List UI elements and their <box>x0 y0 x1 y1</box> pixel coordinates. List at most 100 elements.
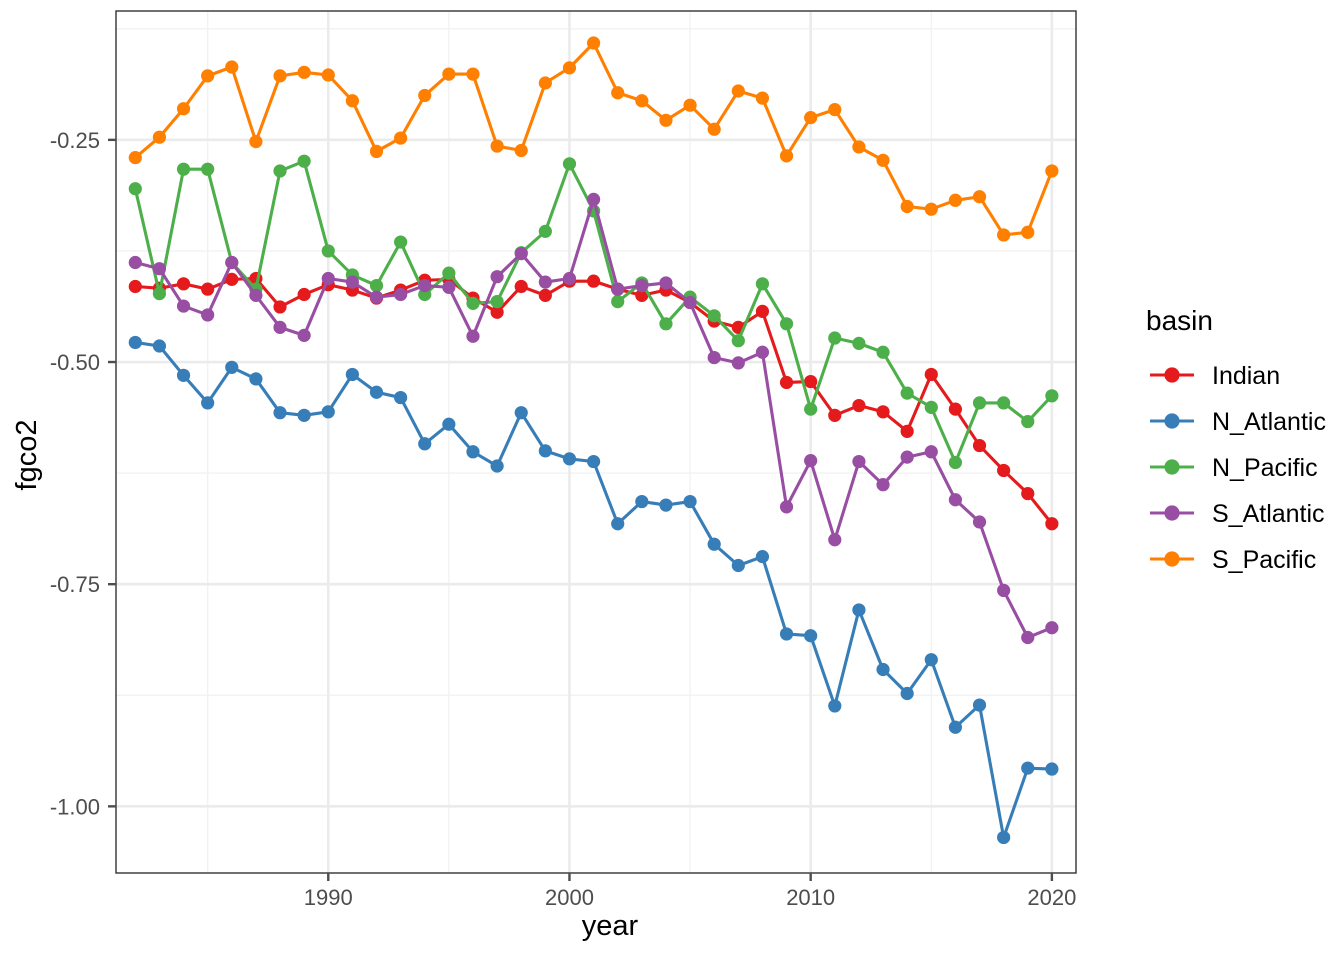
data-point <box>562 271 577 286</box>
data-point <box>273 69 287 83</box>
data-point <box>828 533 842 547</box>
data-point <box>128 335 142 350</box>
data-point <box>1021 630 1035 645</box>
series-n-atlantic <box>128 335 1059 845</box>
data-point <box>297 287 311 302</box>
data-point <box>273 164 287 178</box>
data-point <box>1021 486 1035 501</box>
data-point <box>466 329 480 343</box>
plot-panel <box>115 10 1077 874</box>
data-point <box>948 455 963 470</box>
data-point <box>635 279 649 293</box>
data-point <box>1045 164 1059 178</box>
x-tick-marks <box>327 873 1054 881</box>
major-gridlines <box>116 11 1076 873</box>
data-point <box>176 299 191 313</box>
data-point <box>586 36 601 50</box>
data-point <box>611 517 625 531</box>
data-point <box>1045 517 1059 531</box>
data-point <box>1021 225 1035 239</box>
data-point <box>659 276 673 290</box>
data-point <box>394 235 408 249</box>
data-point <box>201 396 215 410</box>
data-point <box>707 537 721 551</box>
data-point <box>586 454 601 469</box>
legend-item-label: S_Atlantic <box>1212 500 1325 528</box>
data-point <box>249 135 263 149</box>
series-s-pacific <box>128 36 1059 242</box>
data-point <box>972 190 987 204</box>
legend-item-s-pacific[interactable]: S_Pacific <box>1148 539 1338 579</box>
data-point <box>948 402 963 416</box>
data-point <box>876 478 890 492</box>
data-point <box>876 405 890 419</box>
data-point <box>852 140 866 154</box>
data-point <box>369 144 384 159</box>
data-point <box>321 244 335 258</box>
data-point <box>804 374 818 389</box>
data-point <box>152 286 167 301</box>
legend-point-swatch <box>1164 551 1180 567</box>
legend-item-indian[interactable]: Indian <box>1148 355 1338 395</box>
data-point <box>514 406 528 420</box>
x-tick-label: 2000 <box>545 885 594 910</box>
data-point <box>321 405 335 419</box>
data-point <box>611 282 625 296</box>
data-point <box>538 444 552 458</box>
data-point <box>779 627 794 641</box>
legend-item-n-pacific[interactable]: N_Pacific <box>1148 447 1338 487</box>
data-point <box>369 385 384 399</box>
panel-background <box>116 11 1076 873</box>
data-point <box>1045 762 1059 776</box>
data-point <box>755 277 770 291</box>
legend-item-n-atlantic[interactable]: N_Atlantic <box>1148 401 1338 441</box>
data-point <box>490 459 504 473</box>
data-point <box>418 437 432 451</box>
data-point <box>562 61 577 75</box>
data-point <box>997 583 1011 598</box>
data-point <box>683 98 697 112</box>
data-point <box>176 368 191 382</box>
y-tick-marks <box>108 138 116 808</box>
data-point <box>755 345 770 359</box>
data-point <box>1021 761 1035 775</box>
data-point <box>249 288 263 302</box>
data-point <box>900 424 914 438</box>
data-point <box>345 94 359 108</box>
legend-item-label: S_Pacific <box>1212 546 1316 574</box>
data-point <box>176 102 191 116</box>
data-point <box>1045 621 1059 635</box>
data-point <box>852 454 866 469</box>
data-point <box>442 67 456 81</box>
data-point <box>490 305 504 319</box>
data-point <box>490 294 504 309</box>
data-point <box>804 111 818 125</box>
legend-title: basin <box>1146 305 1213 336</box>
x-tick-label: 2010 <box>786 885 835 910</box>
data-point <box>707 309 721 323</box>
data-point <box>948 493 963 507</box>
data-point <box>128 151 142 165</box>
data-point <box>828 408 842 422</box>
data-point <box>394 131 408 145</box>
data-point <box>779 149 794 163</box>
data-point <box>972 515 987 529</box>
legend-item-s-atlantic[interactable]: S_Atlantic <box>1148 493 1338 533</box>
data-point <box>345 275 359 289</box>
data-point <box>1045 389 1059 403</box>
data-point <box>876 345 890 359</box>
data-point <box>997 830 1011 845</box>
data-point <box>635 494 649 509</box>
data-point <box>225 272 239 286</box>
x-tick-label: 1990 <box>304 885 353 910</box>
data-point <box>755 91 770 105</box>
data-point <box>514 143 528 158</box>
data-point <box>755 304 770 318</box>
data-point <box>900 686 914 701</box>
data-point <box>611 86 625 100</box>
data-point <box>659 113 673 127</box>
data-point <box>659 498 673 512</box>
data-point <box>225 255 239 270</box>
data-point <box>779 375 794 390</box>
